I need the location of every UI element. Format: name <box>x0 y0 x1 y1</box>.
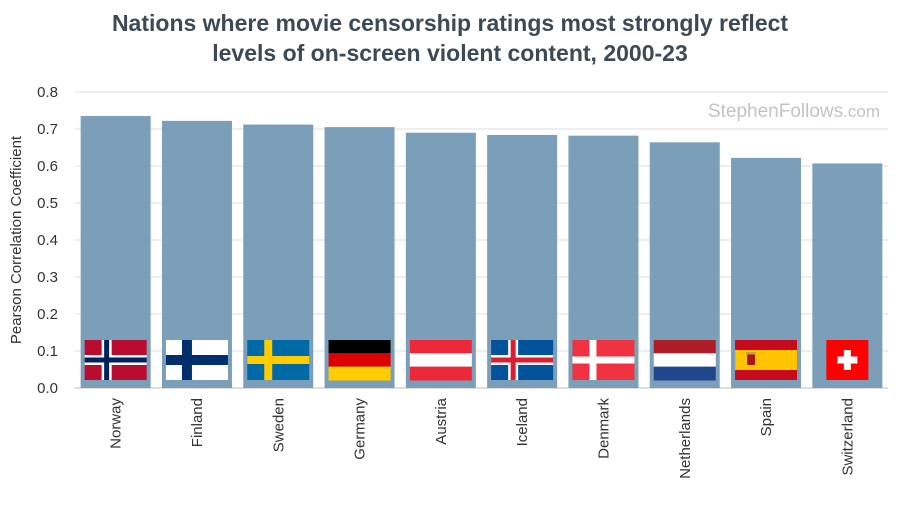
denmark-flag <box>572 340 635 380</box>
y-axis-ticks: 0.0 0.1 0.2 0.3 0.4 0.5 0.6 0.7 0.8 <box>37 84 58 397</box>
y-tick-label: 0.4 <box>37 232 58 249</box>
x-tick-label: Iceland <box>514 398 531 446</box>
x-tick-label: Netherlands <box>677 398 694 479</box>
netherlands-flag <box>653 340 716 381</box>
watermark: StephenFollows.com <box>708 101 880 122</box>
switzerland-flag <box>826 340 869 380</box>
watermark-main: StephenFollows <box>708 101 843 122</box>
x-tick-label: Finland <box>189 398 206 447</box>
x-tick-label: Germany <box>352 398 369 460</box>
chart-title-line-2: levels of on-screen violent content, 200… <box>212 40 688 66</box>
spain-flag <box>735 340 798 380</box>
x-tick-label: Denmark <box>595 398 612 459</box>
y-tick-label: 0.7 <box>37 121 58 138</box>
chart-title: Nations where movie censorship ratings m… <box>0 8 900 68</box>
sweden-flag <box>247 340 310 380</box>
x-tick-label: Austria <box>433 397 450 444</box>
norway-flag <box>84 340 147 380</box>
watermark-suffix: .com <box>843 102 880 121</box>
y-tick-label: 0.5 <box>37 195 58 212</box>
iceland-flag <box>491 340 554 380</box>
y-tick-label: 0.1 <box>37 343 58 360</box>
x-tick-label: Spain <box>758 398 775 436</box>
x-axis-labels: Norway Finland Sweden Germany Austria Iceland… <box>108 397 857 479</box>
x-tick-label: Switzerland <box>839 398 856 476</box>
flags <box>84 340 869 381</box>
y-tick-label: 0.8 <box>37 84 58 101</box>
x-tick-label: Sweden <box>270 398 287 452</box>
y-tick-label: 0.0 <box>37 380 58 397</box>
chart-title-line-1: Nations where movie censorship ratings m… <box>111 10 789 36</box>
y-axis-label: Pearson Correlation Coefficient <box>8 135 25 344</box>
germany-flag <box>328 340 391 381</box>
y-tick-label: 0.3 <box>37 269 58 286</box>
y-tick-label: 0.6 <box>37 158 58 175</box>
finland-flag <box>165 340 228 380</box>
x-tick-label: Norway <box>108 398 125 449</box>
y-tick-label: 0.2 <box>37 306 58 323</box>
austria-flag <box>409 340 472 381</box>
